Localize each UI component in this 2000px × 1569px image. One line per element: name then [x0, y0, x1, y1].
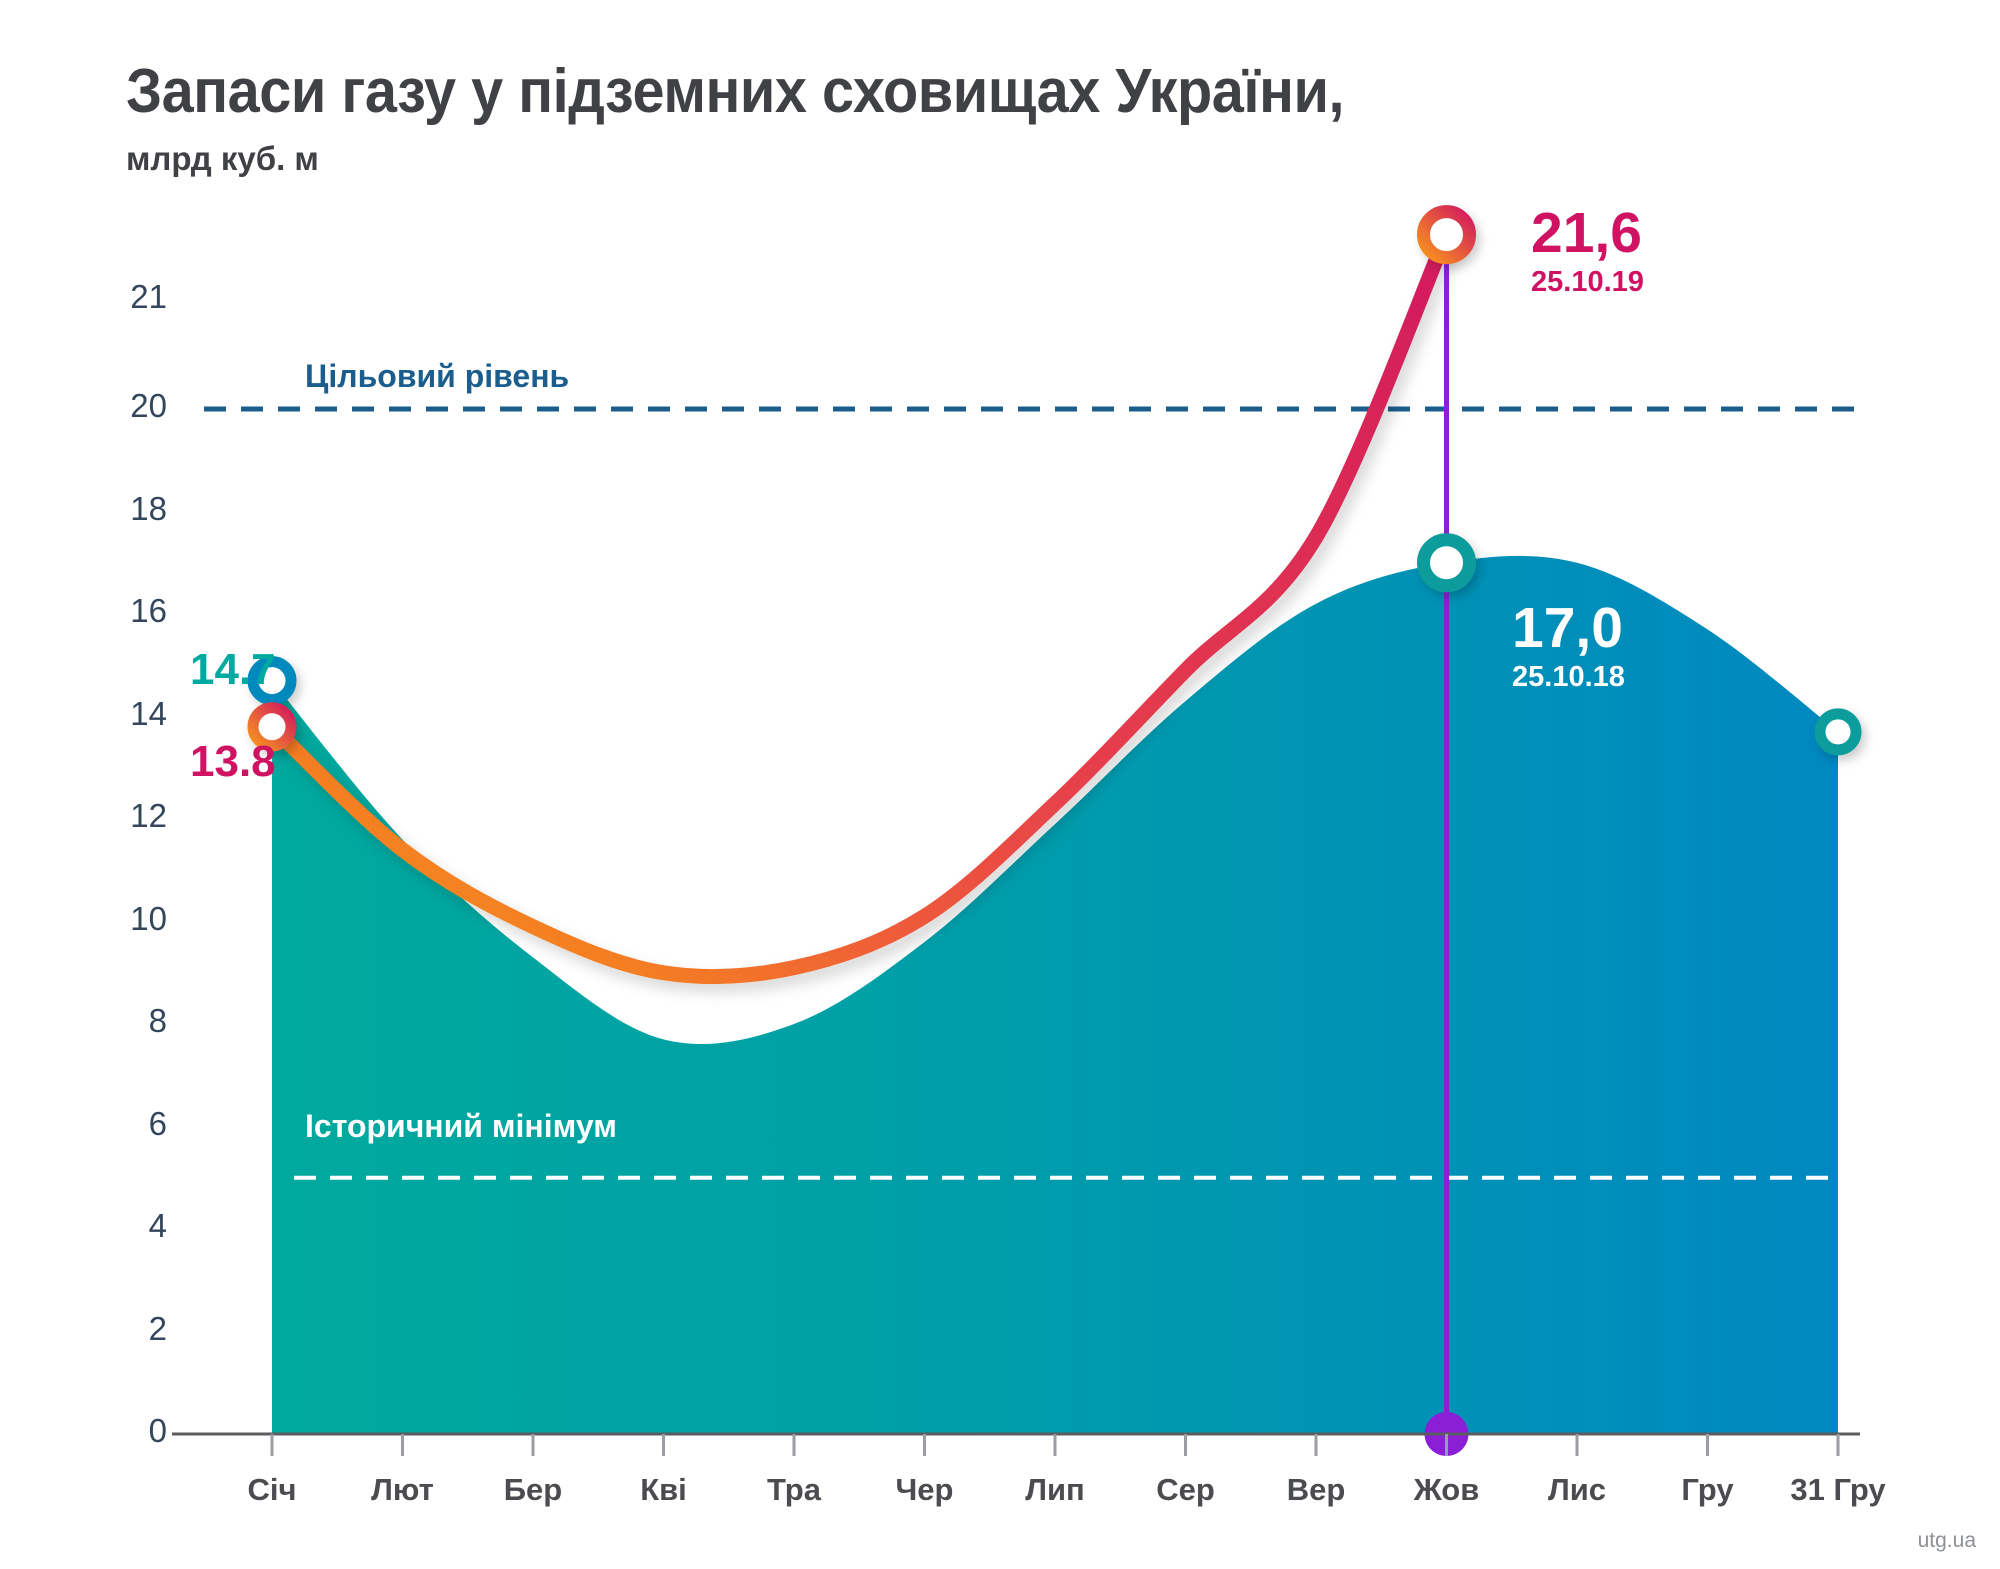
x-axis-tick-Кві: Кві [640, 1472, 687, 1507]
x-axis-tick-Жов: Жов [1413, 1472, 1480, 1507]
y-axis-tick-2: 2 [148, 1309, 167, 1347]
data-point-markers [247, 205, 1862, 756]
y-axis-tick-0: 0 [148, 1412, 167, 1449]
y-axis-tick-4: 4 [148, 1207, 167, 1244]
marker-start-2018 [247, 656, 297, 706]
peak-2018-date: 25.10.18 [1512, 661, 1625, 693]
x-axis-ticks [270, 1434, 1840, 1456]
source-watermark: utg.ua [1917, 1529, 1976, 1552]
x-axis-tick-Вер: Вер [1286, 1472, 1346, 1507]
y-axis-tick-10: 10 [130, 899, 167, 937]
y-axis-tick-21: 21 [130, 278, 167, 315]
marker-peak-2018 [1417, 533, 1476, 593]
marker-start-2019 [247, 702, 297, 752]
x-axis-tick-Тра: Тра [767, 1472, 821, 1507]
x-axis-tick-Бер: Бер [503, 1472, 563, 1507]
y-axis-tick-8: 8 [148, 1002, 167, 1039]
y-axis-tick-16: 16 [130, 592, 167, 629]
start-2019-value-label: 13.8 [190, 737, 276, 786]
peak-2018-annotation: 17,0 25.10.18 [1512, 600, 1625, 692]
x-axis-tick-Лип: Лип [1025, 1472, 1085, 1507]
x-axis-tick-31-Гру: 31 Гру [1790, 1472, 1886, 1507]
x-axis-tick-Лис: Лис [1547, 1472, 1607, 1507]
y-axis-tick-18: 18 [130, 489, 167, 527]
y-axis-tick-6: 6 [148, 1104, 167, 1142]
marker-peak-2019 [1417, 205, 1476, 265]
y-axis-tick-12: 12 [130, 797, 167, 834]
x-axis-tick-Сер: Сер [1156, 1472, 1215, 1507]
x-axis-tick-Лют: Лют [371, 1472, 434, 1507]
target-level-label: Цільовий рівень [305, 358, 570, 394]
peak-2019-date: 25.10.19 [1531, 266, 1644, 298]
y-axis-tick-20: 20 [130, 387, 167, 424]
historic-minimum-label: Історичний мінімум [305, 1108, 617, 1144]
x-axis-tick-Січ: Січ [247, 1472, 297, 1507]
peak-2019-value: 21,6 [1531, 201, 1642, 265]
page-subtitle: млрд куб. м [126, 140, 319, 177]
start-2018-value-label: 14.7 [190, 645, 276, 694]
y-axis-tick-14: 14 [130, 694, 167, 732]
marker-end-2018 [1814, 708, 1862, 756]
x-axis-tick-Чер: Чер [895, 1472, 954, 1507]
x-axis-tick-Гру: Гру [1681, 1472, 1734, 1507]
peak-2018-value: 17,0 [1512, 596, 1623, 660]
page-title: Запаси газу у підземних сховищах України… [126, 57, 1345, 126]
peak-2019-annotation: 21,6 25.10.19 [1531, 205, 1644, 297]
